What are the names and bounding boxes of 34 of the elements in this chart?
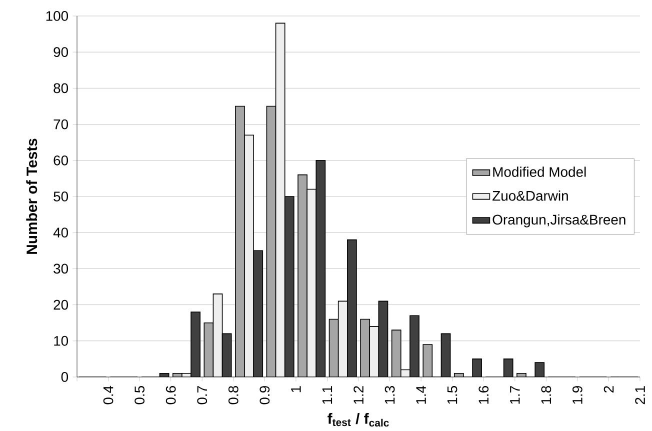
x-tick-label: 0.4 bbox=[103, 386, 114, 404]
x-tick-label: 1.1 bbox=[322, 386, 332, 404]
y-tick-label: 70 bbox=[54, 120, 68, 130]
x-tick-label: 0.8 bbox=[228, 386, 238, 404]
x-tick-label: 0.6 bbox=[166, 386, 176, 404]
x-tick-label: 1.4 bbox=[416, 386, 426, 404]
x-axis-title: f$_{test}$ / f$_{calc}$ bbox=[328, 413, 389, 427]
x-tick-label: 2 bbox=[604, 386, 614, 393]
y-tick-label: 40 bbox=[53, 228, 68, 238]
y-tick-label: 20 bbox=[54, 300, 68, 310]
x-tick-label: 0.9 bbox=[260, 386, 270, 404]
legend-label: Orangun,Jirsa&Breen bbox=[492, 214, 626, 228]
x-tick-label: 1 bbox=[291, 386, 301, 392]
x-tick-label: 1.3 bbox=[384, 386, 395, 404]
y-tick-label: 50 bbox=[54, 192, 68, 202]
x-tick-label: 1.6 bbox=[478, 386, 489, 404]
x-tick-label: 1.8 bbox=[541, 386, 552, 404]
y-tick-label: 80 bbox=[54, 83, 68, 94]
x-tick-label: 2.1 bbox=[635, 386, 645, 404]
y-tick-label: 0 bbox=[61, 372, 68, 382]
x-tick-label: 0.7 bbox=[197, 386, 208, 404]
y-tick-label: 60 bbox=[54, 156, 68, 166]
legend-label: Zuo&Darwin bbox=[492, 190, 568, 202]
y-tick-label: 90 bbox=[54, 47, 68, 58]
x-tick-label: 1.2 bbox=[354, 386, 364, 404]
y-tick-label: 100 bbox=[46, 11, 68, 22]
x-tick-label: 1.5 bbox=[447, 386, 458, 404]
x-tick-label: 1.7 bbox=[510, 386, 520, 404]
legend-label: Modified Model bbox=[493, 166, 586, 178]
y-tick-label: 30 bbox=[54, 264, 68, 274]
x-tick-label: 0.5 bbox=[134, 386, 145, 404]
y-tick-label: 10 bbox=[54, 336, 68, 346]
x-tick-label: 1.9 bbox=[572, 386, 582, 404]
y-axis-title: Number of Tests bbox=[26, 138, 38, 254]
